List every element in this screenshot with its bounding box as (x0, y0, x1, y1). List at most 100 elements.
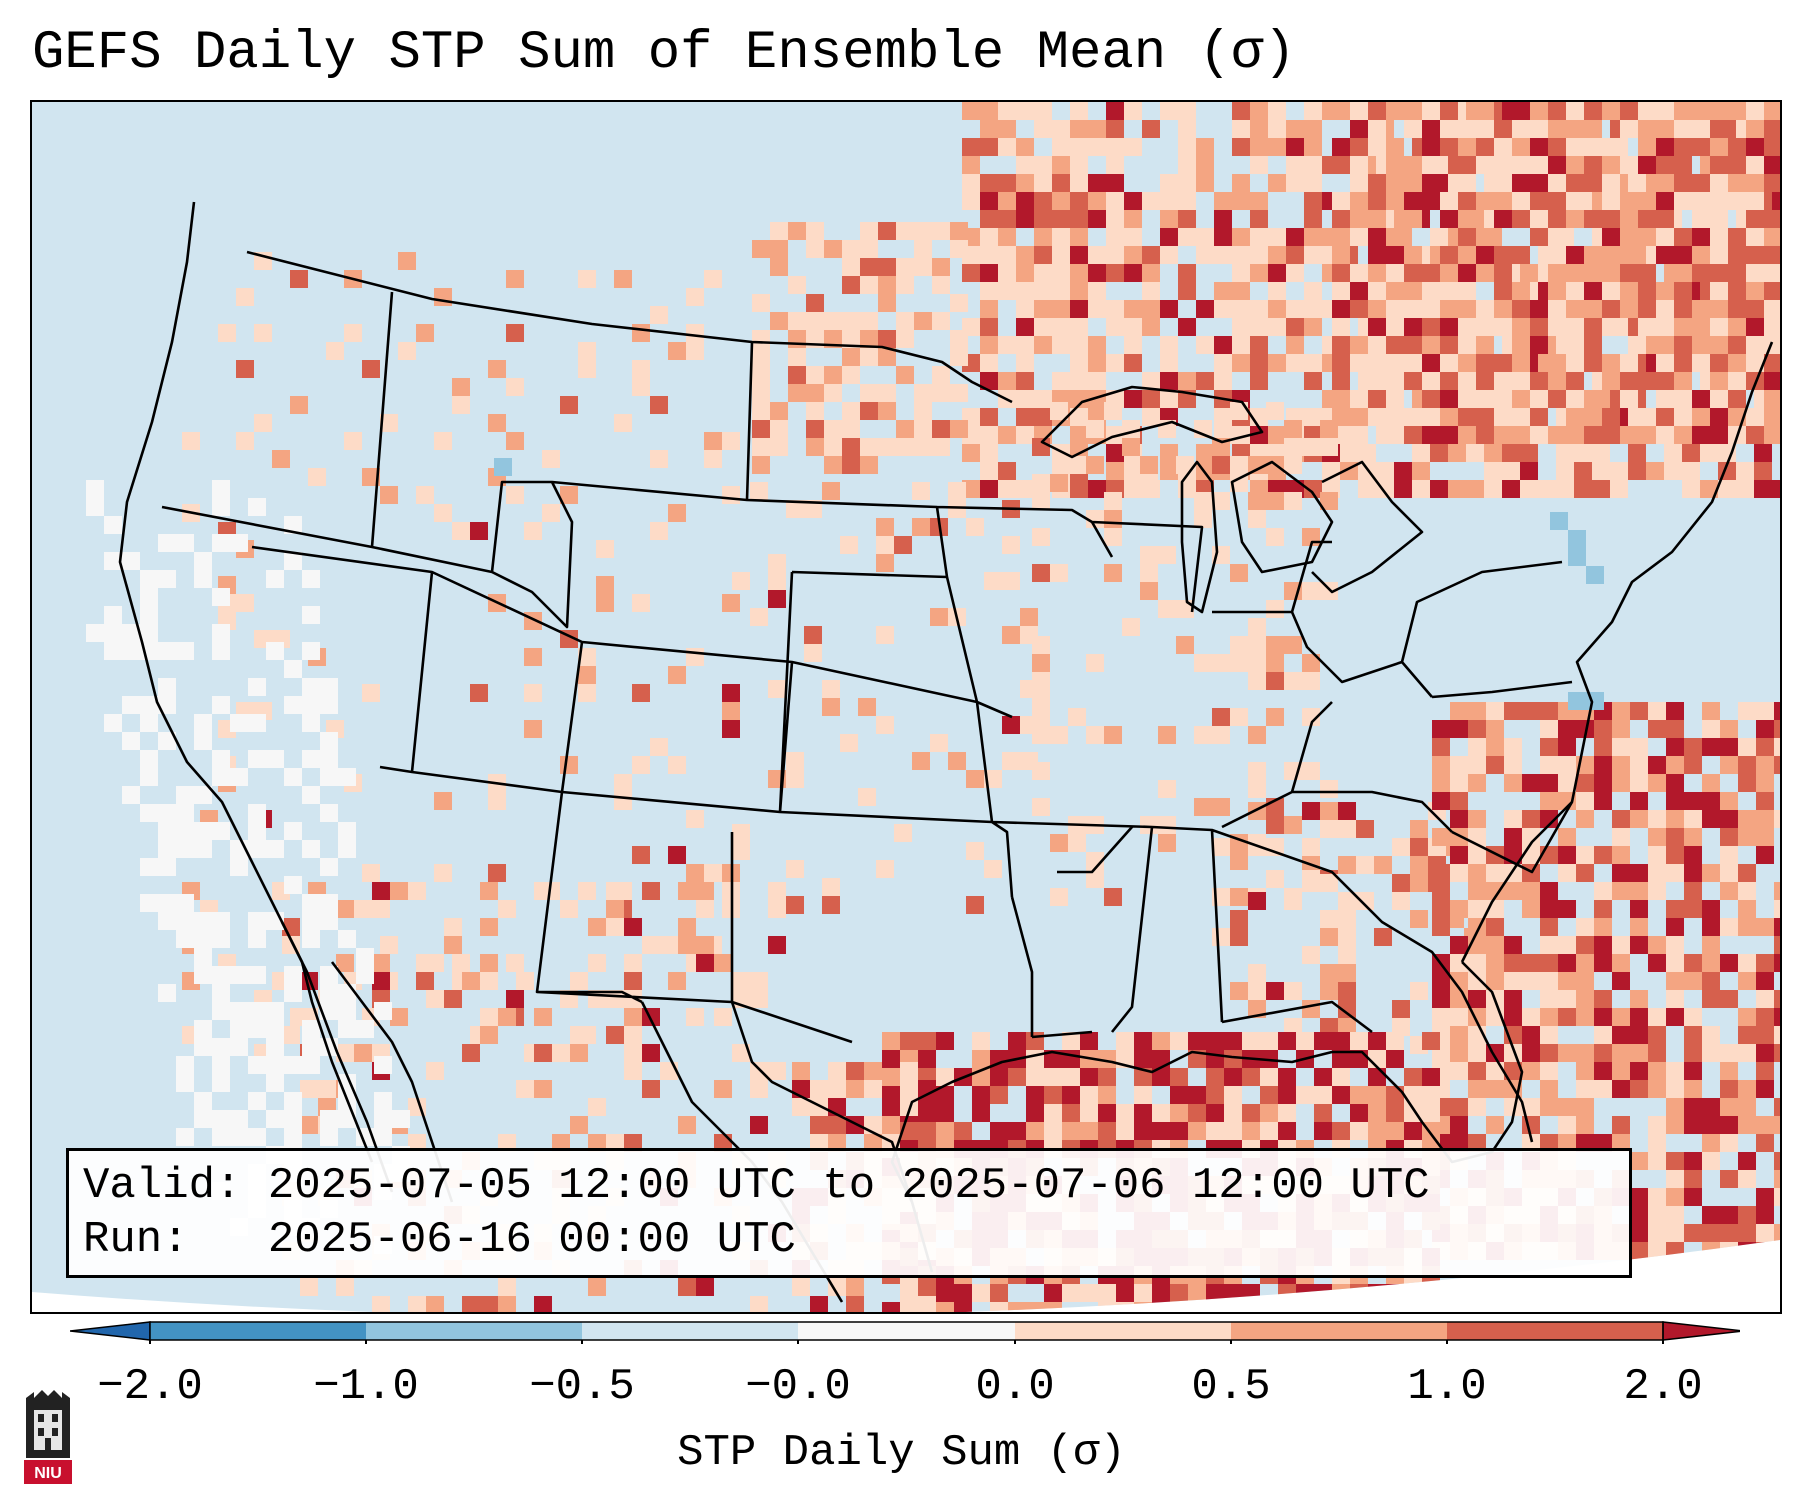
anomaly-cell (1430, 480, 1448, 498)
anomaly-cell (1558, 774, 1576, 792)
anomaly-cell (1520, 462, 1538, 480)
anomaly-cell (1034, 264, 1052, 282)
anomaly-cell (1684, 1152, 1702, 1170)
anomaly-cell (1440, 372, 1458, 390)
anomaly-cell (1594, 1044, 1612, 1062)
anomaly-cell (506, 990, 524, 1008)
anomaly-cell (1522, 702, 1540, 720)
anomaly-cell (1070, 264, 1088, 282)
anomaly-cell (1068, 456, 1086, 474)
anomaly-cell (786, 500, 804, 518)
anomaly-cell (194, 1110, 212, 1128)
anomaly-cell (1304, 318, 1322, 336)
anomaly-cell (624, 1134, 642, 1152)
anomaly-cell (1764, 408, 1780, 426)
anomaly-cell (284, 1056, 302, 1074)
colorbar-tick-label: 0.5 (1191, 1362, 1271, 1412)
anomaly-cell (1458, 426, 1476, 444)
anomaly-cell (806, 420, 824, 438)
anomaly-cell (914, 402, 932, 420)
anomaly-cell (714, 1080, 732, 1098)
anomaly-cell (1612, 972, 1630, 990)
anomaly-cell (1512, 390, 1530, 408)
anomaly-cell (1512, 300, 1530, 318)
anomaly-cell (1314, 1122, 1332, 1140)
anomaly-cell (1404, 426, 1422, 444)
anomaly-cell (1422, 408, 1440, 426)
anomaly-cell (606, 1026, 624, 1044)
anomaly-cell (416, 972, 434, 990)
anomaly-cell (918, 1032, 936, 1050)
anomaly-cell (426, 954, 444, 972)
anomaly-cell (1338, 910, 1356, 928)
anomaly-cell (1170, 1302, 1188, 1312)
anomaly-cell (434, 792, 452, 810)
anomaly-cell (980, 264, 998, 282)
anomaly-cell (1566, 408, 1584, 426)
anomaly-cell (1710, 228, 1728, 246)
anomaly-cell (1248, 672, 1266, 690)
anomaly-cell (1032, 636, 1050, 654)
anomaly-cell (972, 1032, 990, 1050)
anomaly-cell (1278, 1104, 1296, 1122)
anomaly-cell (1080, 1032, 1098, 1050)
anomaly-cell (1512, 354, 1530, 372)
anomaly-cell (1034, 390, 1052, 408)
anomaly-cell (506, 270, 524, 288)
anomaly-cell (1522, 882, 1540, 900)
anomaly-cell (1026, 1104, 1044, 1122)
anomaly-cell (1432, 738, 1450, 756)
anomaly-cell (1648, 1044, 1666, 1062)
anomaly-cell (1602, 138, 1620, 156)
anomaly-cell (1656, 174, 1674, 192)
anomaly-cell (1070, 156, 1088, 174)
anomaly-cell (1512, 138, 1530, 156)
anomaly-cell (1746, 408, 1764, 426)
anomaly-cell (1756, 756, 1774, 774)
anomaly-cell (1124, 480, 1142, 498)
anomaly-cell (560, 396, 578, 414)
anomaly-cell (980, 282, 998, 300)
anomaly-cell (1386, 390, 1404, 408)
anomaly-cell (1738, 1152, 1756, 1170)
anomaly-cell (1142, 192, 1160, 210)
anomaly-cell (1286, 120, 1304, 138)
anomaly-cell (1422, 1284, 1440, 1302)
anomaly-cell (1664, 444, 1682, 462)
anomaly-cell (506, 324, 524, 342)
anomaly-cell (1440, 426, 1458, 444)
anomaly-cell (140, 588, 158, 606)
anomaly-cell (1386, 354, 1404, 372)
anomaly-cell (236, 360, 254, 378)
anomaly-cell (176, 1128, 194, 1146)
anomaly-cell (248, 1002, 266, 1020)
anomaly-cell (1248, 726, 1266, 744)
anomaly-cell (1250, 138, 1268, 156)
anomaly-cell (788, 330, 806, 348)
anomaly-cell (980, 228, 998, 246)
anomaly-cell (1134, 1068, 1152, 1086)
anomaly-cell (842, 420, 860, 438)
anomaly-cell (290, 396, 308, 414)
anomaly-cell (1540, 702, 1558, 720)
anomaly-cell (140, 714, 158, 732)
anomaly-cell (1746, 102, 1764, 120)
anomaly-cell (1702, 864, 1720, 882)
anomaly-cell (1584, 300, 1602, 318)
anomaly-cell (750, 1080, 768, 1098)
anomaly-cell (1530, 174, 1548, 192)
anomaly-cell (828, 1062, 846, 1080)
anomaly-cell (1250, 336, 1268, 354)
anomaly-cell (1160, 390, 1178, 408)
anomaly-cell (1368, 354, 1386, 372)
anomaly-cell (842, 240, 860, 258)
anomaly-cell (1232, 192, 1250, 210)
anomaly-cell (786, 770, 804, 788)
anomaly-cell (1104, 492, 1122, 510)
anomaly-cell (1484, 480, 1502, 498)
anomaly-cell (1350, 282, 1368, 300)
anomaly-cell (1602, 228, 1620, 246)
anomaly-cell (1104, 528, 1122, 546)
anomaly-cell (918, 1296, 936, 1312)
anomaly-cell (320, 732, 338, 750)
